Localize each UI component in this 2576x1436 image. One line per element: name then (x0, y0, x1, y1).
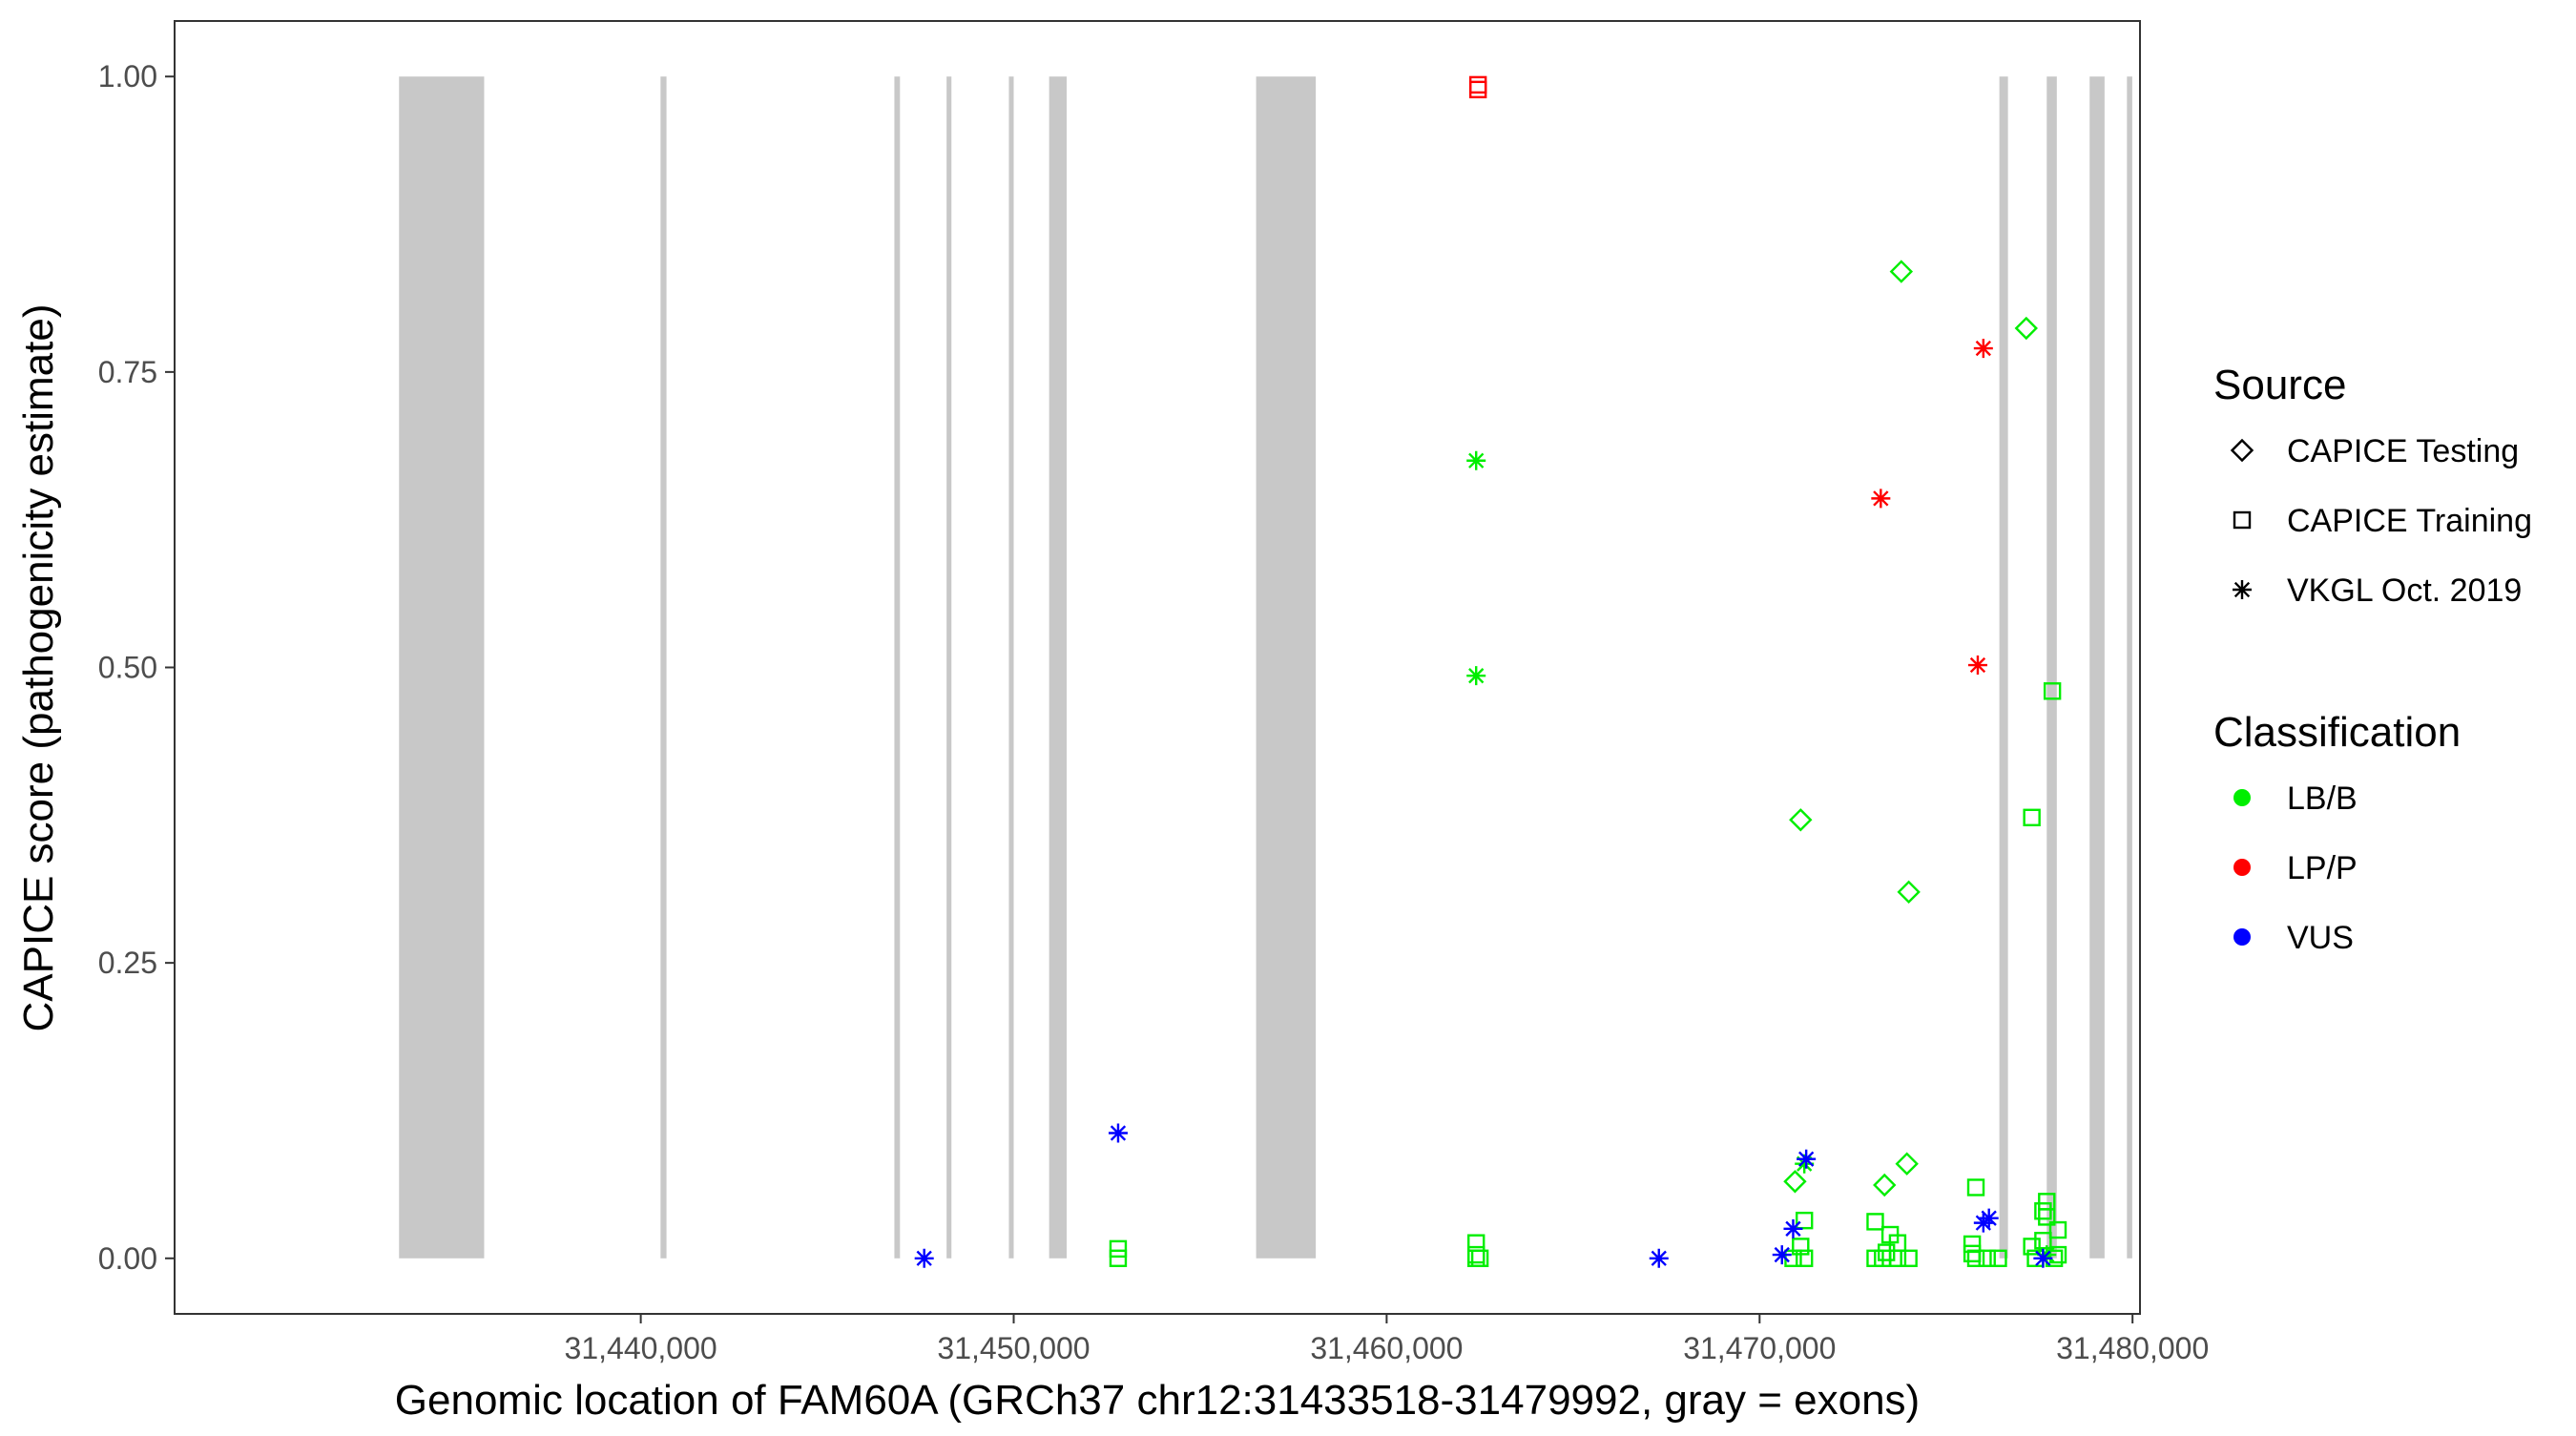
asterisk-point-lpp (1871, 489, 1891, 509)
data-points (914, 75, 2067, 1268)
square-point-lbb (1467, 1249, 1485, 1267)
y-axis: 0.00 0.25 0.50 0.75 1.00 (98, 59, 175, 1276)
square-point-lbb (1795, 1249, 1814, 1267)
exon-band-9 (2046, 76, 2057, 1259)
square-point-lbb (1467, 1234, 1485, 1252)
square-point-lbb (2034, 1202, 2052, 1220)
square-point-lbb (2048, 1220, 2067, 1239)
square-point-lpp (1468, 75, 1487, 94)
square-point-lbb (2038, 1208, 2056, 1226)
square-point-lbb (1795, 1211, 1814, 1230)
legend-color-dot (2233, 789, 2251, 806)
square-point-lbb (2023, 1238, 2041, 1256)
square-point-lbb (2034, 1232, 2052, 1250)
exon-band-6 (1049, 76, 1068, 1259)
diamond-point-lbb (1789, 808, 1813, 832)
square-point-lbb (1966, 1178, 1985, 1197)
y-tick-label: 0.50 (98, 651, 157, 685)
legend-class-label: LP/P (2287, 850, 2358, 886)
y-axis-label: CAPICE score (pathogenicity estimate) (15, 304, 62, 1032)
diamond-point-lbb (1783, 1170, 1807, 1194)
asterisk-point-lpp (1967, 656, 1987, 676)
exon-band-10 (2089, 76, 2105, 1259)
asterisk-point-vus (2033, 1248, 2053, 1268)
square-point-lbb (1978, 1249, 1996, 1267)
diamond-point-lbb (1873, 1173, 1897, 1197)
square-point-lpp (1468, 80, 1487, 99)
x-axis: 31,440,000 31,450,000 31,460,000 31,470,000… (565, 1314, 2209, 1365)
diamond-point-lbb (2014, 316, 2038, 341)
asterisk-point-vus (1108, 1123, 1128, 1143)
square-point-lbb (1963, 1244, 1982, 1263)
asterisk-point-lbb (1466, 450, 1486, 470)
legend-class-entries: LB/B LP/P VUS (2233, 780, 2358, 956)
legend: Source CAPICE Testing CAPICE Training VKGL… (2213, 362, 2532, 956)
legend-source-label: CAPICE Testing (2287, 433, 2519, 469)
exon-band-2 (660, 76, 667, 1259)
legend-color-dot (2233, 928, 2251, 946)
asterisk-point-vus (1649, 1248, 1669, 1268)
legend-square-key (2233, 510, 2252, 530)
exon-band-8 (1999, 76, 2008, 1259)
asterisk-point-vus (914, 1248, 934, 1268)
square-point-lbb (1866, 1213, 1884, 1231)
legend-source-label: VKGL Oct. 2019 (2287, 572, 2522, 609)
asterisk-point-lbb (1466, 666, 1486, 686)
asterisk-point-vus (1783, 1218, 1803, 1238)
y-tick-label: 0.75 (98, 355, 157, 389)
exon-band-7 (1256, 76, 1317, 1259)
legend-class-label: LB/B (2287, 780, 2358, 817)
asterisk-point-lbb (1795, 1154, 1815, 1174)
legend-diamond-key (2230, 438, 2254, 463)
x-tick-label: 31,460,000 (1310, 1331, 1463, 1365)
square-point-lbb (2023, 808, 2041, 826)
square-point-lbb (1467, 1245, 1485, 1264)
square-point-lbb (1963, 1235, 1982, 1254)
exon-bands (399, 76, 2132, 1259)
legend-class-title: Classification (2213, 709, 2461, 756)
legend-source-title: Source (2213, 362, 2346, 408)
square-point-lbb (1900, 1249, 1918, 1267)
square-point-lbb (1989, 1249, 2007, 1267)
exon-band-3 (894, 76, 901, 1259)
exon-band-5 (1008, 76, 1014, 1259)
legend-source-label: CAPICE Training (2287, 503, 2532, 539)
x-tick-label: 31,480,000 (2056, 1331, 2209, 1365)
square-point-lbb (1888, 1249, 1907, 1267)
diamond-point-lbb (1895, 1152, 1919, 1176)
exon-band-1 (399, 76, 485, 1259)
asterisk-point-vus (1772, 1245, 1792, 1265)
x-tick-label: 31,450,000 (937, 1331, 1090, 1365)
diamond-point-lbb (1897, 880, 1921, 905)
y-tick-label: 0.25 (98, 946, 157, 980)
exon-band-4 (946, 76, 952, 1259)
x-tick-label: 31,470,000 (1683, 1331, 1836, 1365)
square-point-lbb (1877, 1243, 1896, 1261)
asterisk-point-vus (1973, 1213, 1993, 1233)
square-point-lbb (1966, 1249, 1985, 1267)
legend-asterisk-key (2233, 580, 2252, 599)
square-point-lbb (1874, 1249, 1892, 1267)
x-axis-label: Genomic location of FAM60A (GRCh37 chr12… (395, 1377, 1920, 1424)
legend-color-dot (2233, 859, 2251, 876)
square-point-lbb (2043, 682, 2062, 700)
y-tick-label: 0.00 (98, 1241, 157, 1276)
asterisk-point-vus (1797, 1149, 1817, 1169)
square-point-lbb (1109, 1249, 1128, 1267)
x-tick-label: 31,440,000 (565, 1331, 717, 1365)
legend-class-label: VUS (2287, 920, 2354, 956)
square-point-lbb (1470, 1249, 1489, 1267)
diamond-point-lbb (1889, 260, 1914, 283)
square-point-lbb (1109, 1239, 1128, 1259)
y-tick-label: 1.00 (98, 59, 157, 94)
exon-band-11 (2127, 76, 2132, 1259)
asterisk-point-lpp (1973, 339, 1993, 359)
legend-source-entries: CAPICE Testing CAPICE Training VKGL Oct. 2… (2230, 433, 2532, 609)
